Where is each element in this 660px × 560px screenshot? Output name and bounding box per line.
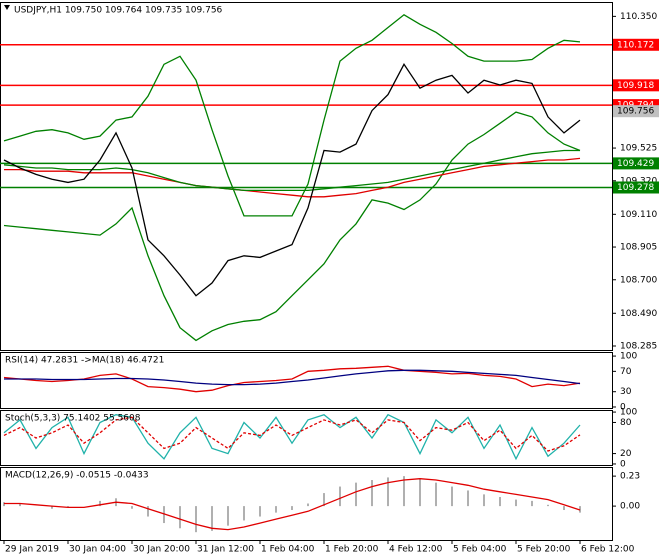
- x-tick-label: 1 Feb 20:00: [325, 545, 379, 555]
- x-tick-label: 4 Feb 12:00: [389, 545, 443, 555]
- histogram-bar: [99, 500, 101, 507]
- level-label: 109.918: [617, 81, 654, 91]
- menu-icon: [4, 5, 10, 10]
- panel-title: MACD(12,26,9) -0.0515 -0.0433: [5, 471, 149, 481]
- histogram-bar: [499, 496, 501, 507]
- series-line: [4, 157, 581, 198]
- x-tick-label: 29 Jan 2019: [5, 545, 59, 555]
- x-tick-label: 5 Feb 20:00: [517, 545, 571, 555]
- histogram-bar: [483, 494, 485, 507]
- x-tick-label: 31 Jan 12:00: [197, 545, 254, 555]
- panel-title: Stoch(5,3,3) 75.1402 55.5608: [5, 414, 141, 424]
- histogram-bar: [147, 506, 149, 517]
- histogram-bar: [435, 482, 437, 507]
- series-line: [3, 111, 581, 342]
- histogram-bar: [531, 500, 533, 507]
- y-tick-label: 108.285: [620, 342, 657, 352]
- y-tick-label: 80: [620, 418, 632, 428]
- y-tick-label: 110.350: [620, 12, 657, 22]
- series-line: [3, 63, 581, 297]
- histogram-bar: [179, 506, 181, 529]
- y-tick-label: 108.700: [620, 275, 657, 285]
- series-line: [3, 416, 581, 452]
- histogram-bar: [19, 503, 21, 507]
- histogram-bar: [227, 506, 229, 526]
- panel-frame: [0, 352, 613, 409]
- histogram-bar: [323, 493, 325, 507]
- level-tag: [613, 157, 659, 170]
- x-tick-label: 1 Feb 04:00: [261, 545, 315, 555]
- histogram-bar: [51, 506, 53, 509]
- series-line: [4, 478, 581, 531]
- level-tag: [613, 181, 659, 194]
- histogram-bar: [547, 504, 549, 507]
- histogram-bar: [195, 506, 197, 533]
- y-tick-label: 100: [620, 352, 637, 362]
- series-line: [3, 14, 581, 217]
- panel-frame: [0, 467, 613, 541]
- y-tick-label: 109.320: [620, 176, 657, 186]
- y-tick-label: 108.905: [620, 243, 657, 253]
- histogram-bar: [3, 502, 5, 507]
- histogram-bar: [515, 499, 517, 507]
- histogram-bar: [275, 506, 277, 513]
- y-tick-label: 0: [620, 459, 626, 469]
- histogram-bar: [259, 506, 261, 517]
- y-tick-label: 0: [620, 402, 626, 412]
- x-tick-label: 5 Feb 04:00: [453, 545, 507, 555]
- series-line: [3, 149, 580, 192]
- series-line: [3, 365, 581, 393]
- histogram-bar: [371, 480, 373, 507]
- histogram-bar: [291, 506, 293, 511]
- histogram-bar: [339, 486, 341, 507]
- level-label: 110.172: [617, 40, 654, 50]
- x-tick-label: 30 Jan 20:00: [133, 545, 190, 555]
- panel-title: USDJPY,H1 109.750 109.764 109.735 109.75…: [14, 6, 223, 16]
- level-label: 109.429: [617, 159, 654, 169]
- level-label: 109.278: [617, 183, 654, 193]
- histogram-bar: [355, 482, 357, 507]
- last-price-label: 109.756: [617, 107, 654, 117]
- y-tick-label: 108.490: [620, 309, 657, 319]
- y-tick-label: 20: [620, 449, 632, 459]
- level-tag: [613, 38, 659, 51]
- series-line: [4, 369, 581, 386]
- y-tick-label: 30: [620, 387, 632, 397]
- y-tick-label: 70: [620, 367, 632, 377]
- last-price-tag: [613, 105, 659, 118]
- panel-frame: [0, 410, 613, 466]
- histogram-bar: [403, 476, 405, 507]
- level-tag: [613, 79, 659, 92]
- y-tick-label: 109.110: [620, 210, 657, 220]
- histogram-bar: [131, 506, 133, 509]
- series-line: [3, 413, 581, 461]
- y-tick-label: 109.525: [620, 144, 657, 154]
- histogram-bar: [467, 490, 469, 507]
- panel-frame: [0, 2, 613, 351]
- x-tick-label: 6 Feb 12:00: [581, 545, 635, 555]
- histogram-bar: [243, 506, 245, 521]
- histogram-bar: [451, 486, 453, 507]
- panel-title: RSI(14) 47.2831 ->MA(18) 46.4721: [5, 356, 164, 366]
- y-tick-label: 0.00: [620, 502, 640, 512]
- histogram-bar: [387, 477, 389, 507]
- y-tick-label: 0.23: [620, 472, 640, 482]
- histogram-bar: [419, 478, 421, 507]
- y-tick-label: 100: [620, 408, 637, 418]
- histogram-bar: [307, 503, 309, 507]
- histogram-bar: [563, 506, 565, 511]
- histogram-bar: [211, 506, 213, 531]
- x-tick-label: 30 Jan 04:00: [69, 545, 126, 555]
